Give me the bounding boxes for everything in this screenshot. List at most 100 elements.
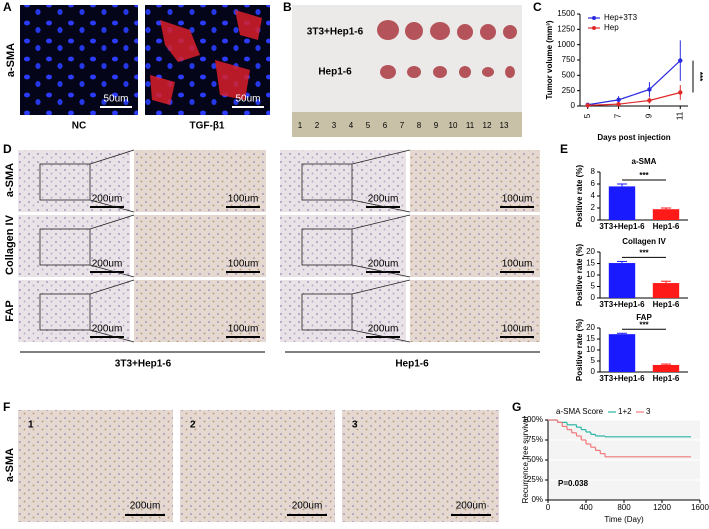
panel-letter: E bbox=[560, 142, 568, 156]
x-tick-label: 9 bbox=[645, 113, 654, 118]
row-label: FAP bbox=[4, 300, 16, 321]
y-tick-label: 0 bbox=[591, 367, 596, 376]
actin-stain bbox=[150, 10, 262, 105]
row-label: Collagen IV bbox=[4, 214, 16, 275]
zoom-box bbox=[301, 228, 353, 266]
y-tick-label: 20 bbox=[586, 247, 595, 256]
y-tick-label: 25% bbox=[527, 475, 543, 484]
y-tick-label: 1500 bbox=[557, 9, 575, 18]
panel-letter: C bbox=[533, 0, 542, 14]
chart-title: FAP bbox=[636, 313, 652, 322]
zoom-box bbox=[39, 228, 91, 266]
x-tick-label: 0 bbox=[546, 503, 551, 512]
ruler bbox=[292, 112, 522, 137]
ihc-image bbox=[410, 150, 540, 212]
tumors bbox=[377, 20, 517, 79]
group-label: Hep1-6 bbox=[395, 359, 429, 370]
annotation: *** bbox=[639, 320, 649, 329]
y-tick-label: 50% bbox=[527, 455, 543, 464]
y-axis-label: Recurrence free survival bbox=[521, 416, 530, 503]
scale-bar-label: 200um bbox=[92, 194, 123, 205]
y-tick-label: 0% bbox=[531, 495, 543, 504]
y-tick-label: 15 bbox=[586, 334, 595, 343]
row-label: a-SMA bbox=[4, 448, 16, 482]
scale-bar-label: 200um bbox=[92, 259, 123, 270]
y-tick-label: 75% bbox=[527, 435, 543, 444]
y-tick-label: 10 bbox=[586, 270, 595, 279]
scale-bar-label: 100um bbox=[228, 194, 259, 205]
ihc-image bbox=[18, 150, 130, 212]
y-tick-label: 5 bbox=[591, 282, 596, 291]
legend-marker bbox=[592, 26, 596, 30]
x-tick-label: 1600 bbox=[691, 503, 709, 512]
ruler-label: 10 bbox=[449, 121, 458, 130]
fluorescence-image bbox=[20, 5, 138, 115]
zoom-line bbox=[89, 199, 135, 213]
bar bbox=[608, 334, 636, 372]
y-tick-label: 500 bbox=[562, 70, 576, 79]
ihc-image bbox=[18, 215, 130, 277]
scale-bar-label: 100um bbox=[502, 194, 533, 205]
panel-letter: D bbox=[3, 142, 12, 156]
ruler-label: 9 bbox=[434, 121, 439, 130]
row-label: a-SMA bbox=[5, 43, 17, 77]
y-tick-label: 15 bbox=[586, 259, 595, 268]
ihc-image bbox=[134, 150, 266, 212]
ihc-image bbox=[280, 280, 406, 342]
legend-label: 1+2 bbox=[618, 407, 632, 416]
scale-bar-label: 50um bbox=[235, 94, 260, 105]
image-number: 3 bbox=[352, 420, 358, 431]
y-tick-label: 1000 bbox=[557, 40, 575, 49]
x-tick-label: Hep1-6 bbox=[653, 374, 680, 383]
y-tick-label: 0 bbox=[591, 215, 596, 224]
y-tick-label: 10 bbox=[586, 345, 595, 354]
x-axis-label: Days post injection bbox=[597, 133, 670, 142]
data-point bbox=[616, 97, 621, 103]
panel-letter: B bbox=[283, 0, 292, 14]
scale-bar-label: 200um bbox=[368, 324, 399, 335]
panel-letter: G bbox=[512, 400, 521, 414]
annotation: *** bbox=[695, 72, 704, 82]
y-axis-label: Positive rate (%) bbox=[575, 244, 584, 307]
scale-bar-label: 50um bbox=[103, 94, 128, 105]
caption: TGF-β1 bbox=[190, 121, 225, 132]
ihc-image bbox=[280, 215, 406, 277]
scale-bar-label: 100um bbox=[228, 324, 259, 335]
x-tick-label: 3T3+Hep1-6 bbox=[599, 300, 645, 309]
bar bbox=[652, 283, 680, 298]
zoom-line bbox=[351, 214, 411, 230]
zoom-line bbox=[351, 329, 411, 343]
scale-bar-label: 200um bbox=[368, 194, 399, 205]
annotation: *** bbox=[639, 249, 649, 258]
legend-marker bbox=[592, 16, 596, 20]
row-label: a-SMA bbox=[4, 163, 16, 197]
ihc-image bbox=[280, 150, 406, 212]
bar bbox=[652, 364, 680, 372]
ihc-image bbox=[18, 280, 130, 342]
zoom-box bbox=[39, 163, 91, 201]
zoom-line bbox=[351, 149, 411, 165]
zoom-line bbox=[89, 214, 135, 230]
ihc-image bbox=[180, 410, 335, 522]
y-tick-label: 2 bbox=[591, 203, 596, 212]
x-tick-label: 800 bbox=[617, 503, 631, 512]
scale-bar-label: 100um bbox=[228, 259, 259, 270]
data-point bbox=[647, 98, 652, 103]
x-tick-label: 1200 bbox=[653, 503, 671, 512]
y-tick-label: 8 bbox=[591, 167, 596, 176]
zoom-box bbox=[301, 293, 353, 331]
x-tick-label: 400 bbox=[579, 503, 593, 512]
y-tick-label: 5 bbox=[591, 356, 596, 365]
data-point bbox=[678, 58, 683, 63]
bar bbox=[652, 209, 680, 220]
bar bbox=[608, 263, 636, 298]
zoom-box bbox=[39, 293, 91, 331]
panel-letter: A bbox=[3, 0, 12, 14]
x-tick-label: 3T3+Hep1-6 bbox=[599, 374, 645, 383]
ruler-label: 6 bbox=[383, 121, 388, 130]
y-tick-label: 6 bbox=[591, 179, 596, 188]
annotation: P=0.038 bbox=[558, 479, 589, 488]
ihc-image bbox=[410, 215, 540, 277]
data-point bbox=[647, 87, 652, 92]
y-tick-label: 4 bbox=[591, 191, 596, 200]
